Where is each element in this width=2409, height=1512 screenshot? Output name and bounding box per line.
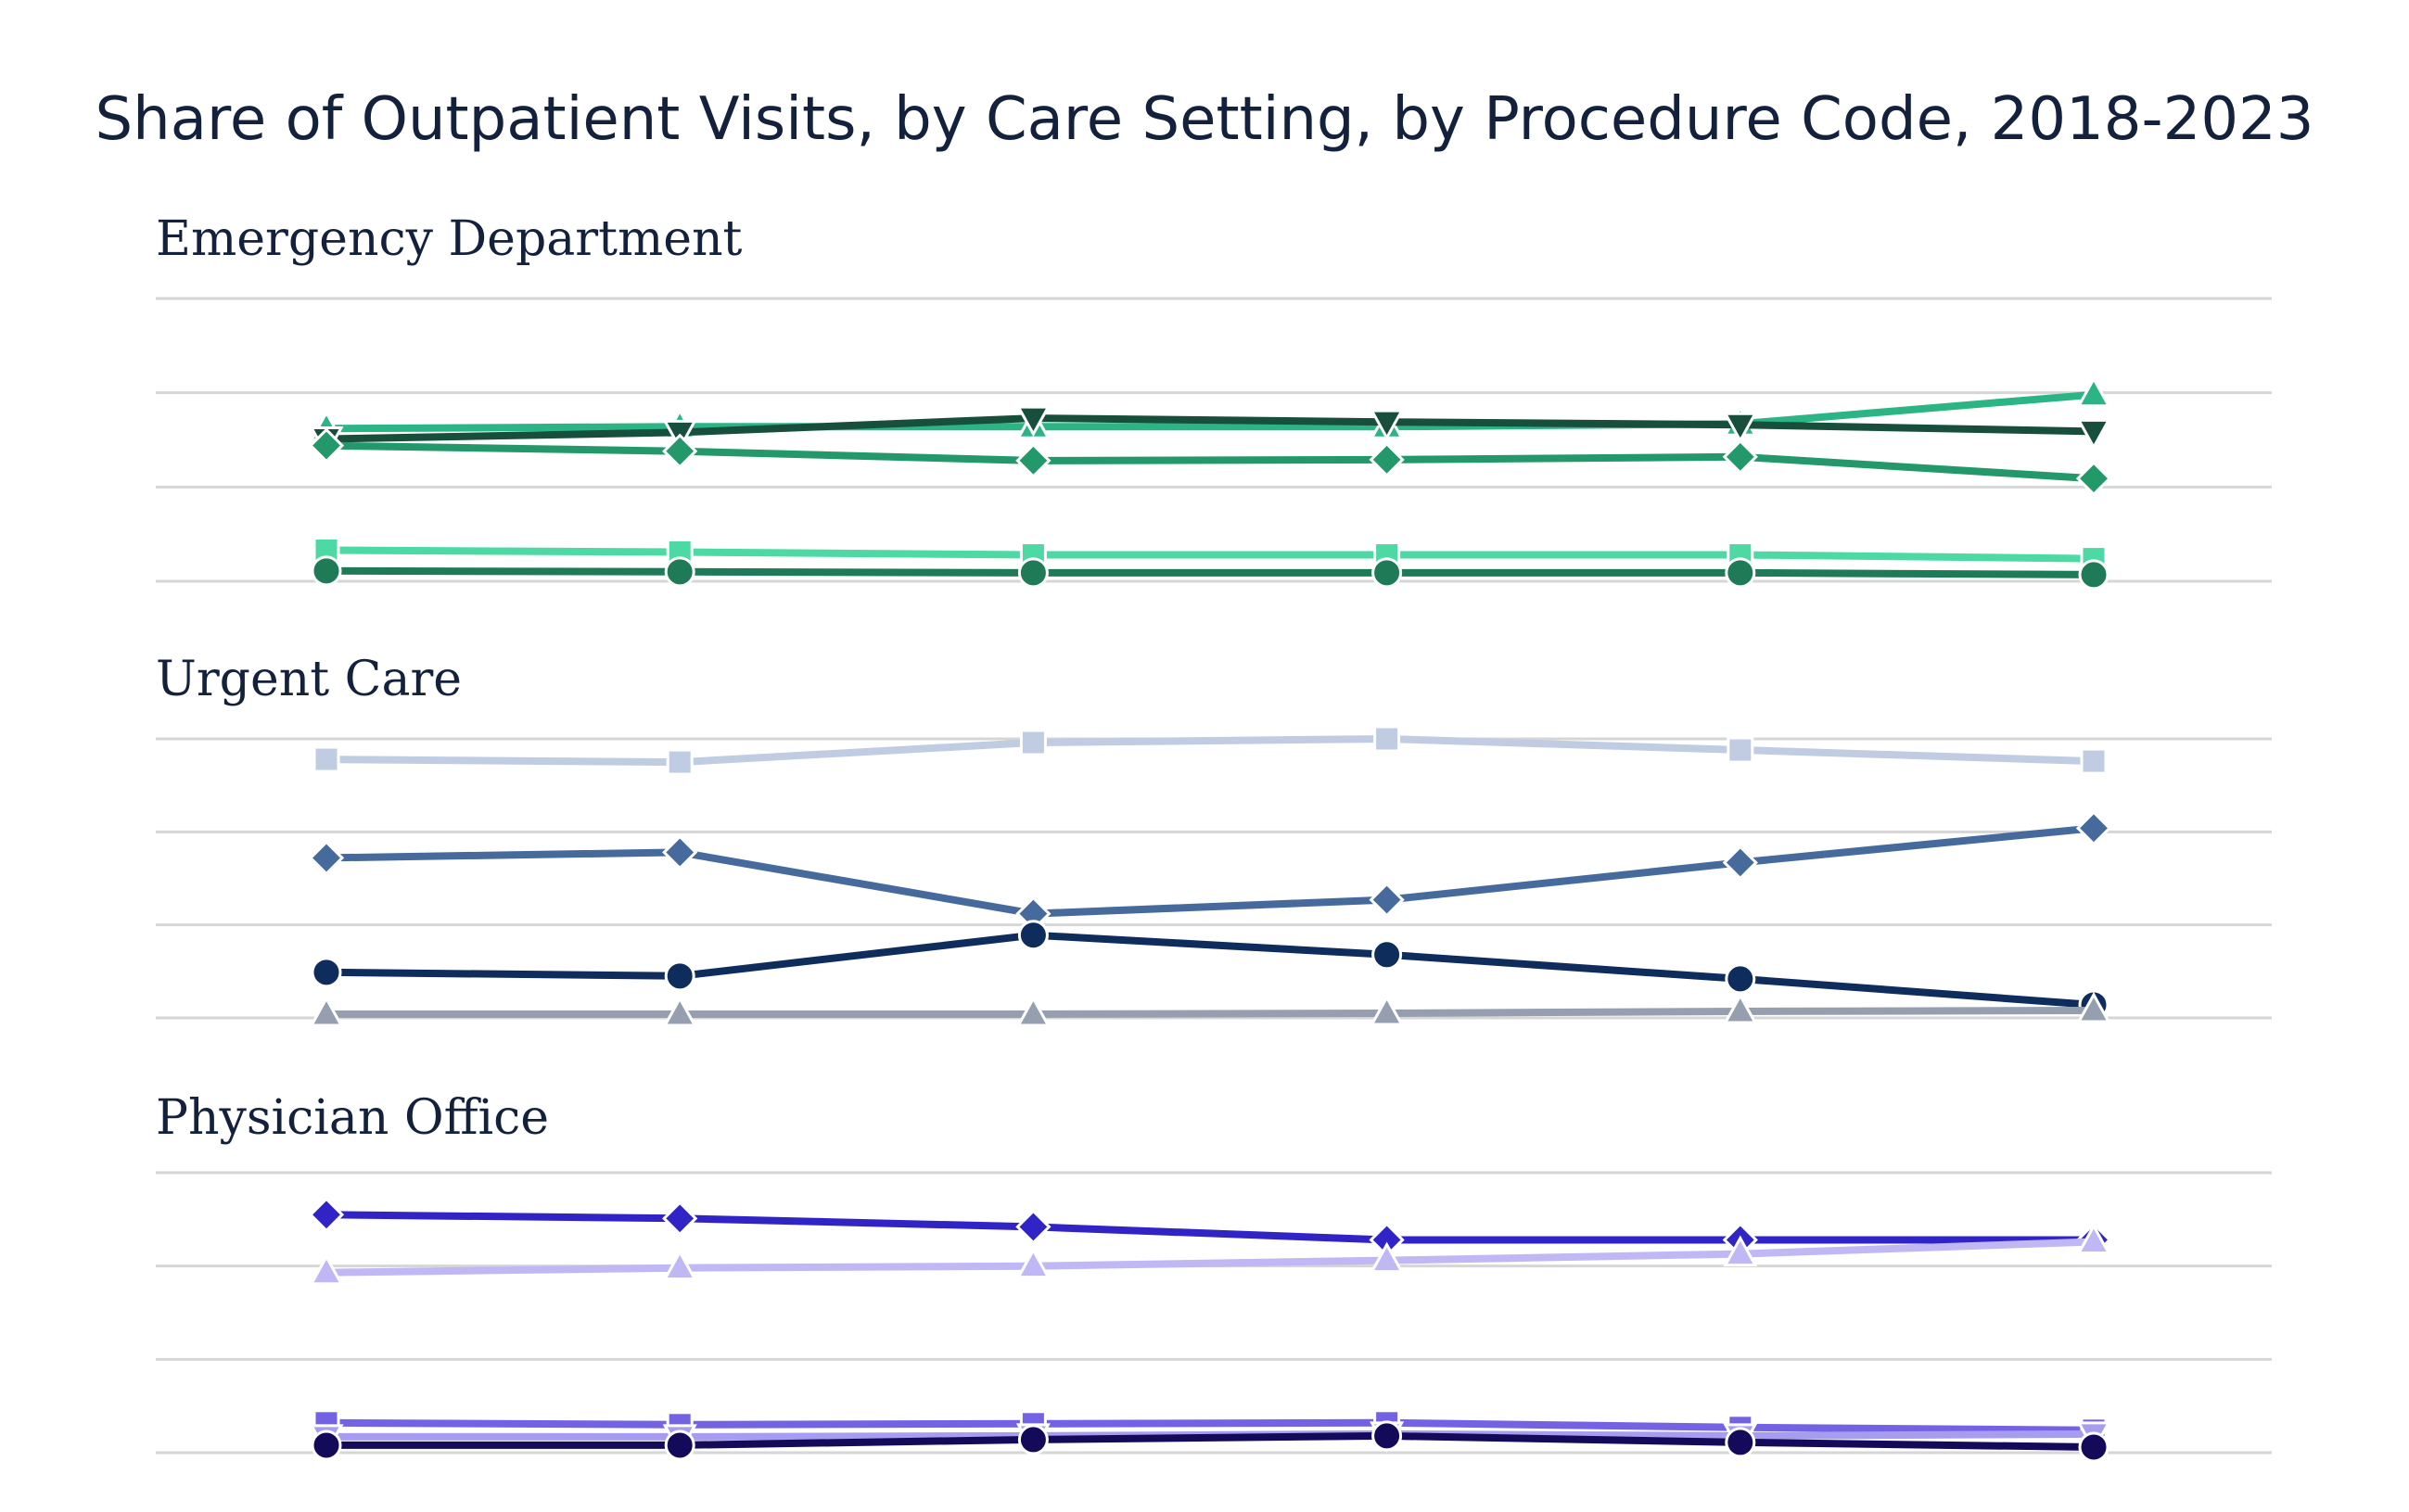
data-point-diamond [1369, 882, 1405, 918]
data-point-triangle-down [1015, 405, 1051, 438]
data-point-triangle-down [1370, 409, 1405, 441]
data-point-triangle-up [309, 995, 344, 1027]
panel-1: Emergency Department [156, 211, 2272, 591]
data-point-circle [1371, 1420, 1403, 1452]
data-point-circle [664, 1429, 695, 1461]
panel-2: Urgent Care [156, 652, 2272, 1027]
data-point-triangle-up [2076, 991, 2111, 1023]
data-point-circle [1371, 557, 1403, 589]
series-line [323, 441, 2097, 483]
data-point-diamond [1369, 441, 1405, 477]
series-line [323, 1418, 2097, 1434]
data-point-circle [311, 1429, 342, 1461]
series-line [323, 566, 2097, 578]
series-square [312, 725, 2108, 776]
panel-title: Physician Office [156, 1090, 549, 1146]
data-point-circle [664, 556, 695, 588]
panel-3: Physician Office [156, 1090, 2272, 1463]
data-point-diamond [2075, 810, 2112, 846]
data-point-diamond [1015, 1209, 1052, 1245]
data-point-triangle-up [1015, 1247, 1051, 1279]
data-point-triangle-up [1370, 994, 1405, 1026]
series-triangle-up [309, 1223, 2111, 1286]
data-point-diamond [308, 427, 345, 464]
series-line [323, 1431, 2097, 1451]
data-point-circle [2078, 1431, 2109, 1463]
data-point-circle [1725, 1427, 1756, 1458]
data-point-triangle-up [662, 995, 697, 1027]
data-point-diamond [308, 1197, 345, 1233]
data-point-square [1727, 736, 1754, 764]
data-point-circle [1017, 920, 1049, 951]
data-point-circle [1725, 963, 1756, 995]
series-circle [311, 920, 2109, 1021]
data-point-triangle-up [2076, 1223, 2111, 1254]
series-line [323, 824, 2097, 918]
data-point-square [312, 745, 340, 773]
data-point-circle [1725, 557, 1756, 589]
data-point-circle [664, 960, 695, 992]
data-point-square [666, 748, 694, 776]
gridlines [156, 297, 2272, 583]
series-square [312, 536, 2108, 573]
series-line [323, 546, 2097, 563]
series-line [323, 1238, 2097, 1277]
series-line [323, 1211, 2097, 1244]
data-point-diamond [662, 433, 698, 469]
data-point-triangle-up [1723, 992, 1758, 1024]
series-line [323, 390, 2097, 433]
panel-title: Emergency Department [156, 211, 743, 267]
data-point-triangle-up [2076, 375, 2111, 408]
data-point-triangle-up [1723, 1235, 1758, 1267]
data-point-triangle-down [2076, 418, 2111, 451]
series-triangle-up [309, 991, 2111, 1027]
data-point-triangle-up [309, 1253, 344, 1286]
data-point-circle [1017, 1424, 1049, 1455]
chart-title: Share of Outpatient Visits, by Care Sett… [96, 85, 2314, 154]
panel-title: Urgent Care [156, 652, 462, 707]
data-point-square [1019, 729, 1047, 756]
data-point-circle [311, 957, 342, 988]
data-point-diamond [2075, 461, 2112, 497]
data-point-circle [311, 555, 342, 587]
data-point-square [2080, 747, 2108, 775]
data-point-diamond [308, 840, 345, 876]
series-line [323, 414, 2097, 443]
series-diamond [308, 427, 2112, 497]
data-point-triangle-up [662, 1249, 697, 1281]
series-line [323, 1007, 2097, 1018]
data-point-diamond [1015, 442, 1052, 478]
series-line [323, 931, 2097, 1009]
series-circle [311, 1420, 2109, 1463]
series-line [323, 735, 2097, 767]
data-point-circle [1017, 557, 1049, 589]
series-circle [311, 555, 2109, 591]
data-point-triangle-down [1723, 412, 1758, 444]
data-point-circle [1371, 939, 1403, 971]
series-diamond [308, 810, 2112, 932]
data-point-diamond [1722, 438, 1758, 475]
data-point-triangle-up [1370, 1241, 1405, 1274]
data-point-diamond [662, 1201, 698, 1237]
data-point-square [1373, 725, 1401, 753]
data-point-triangle-up [1015, 995, 1051, 1027]
data-point-circle [2078, 559, 2109, 591]
data-point-diamond [662, 834, 698, 870]
data-point-diamond [1722, 845, 1758, 881]
